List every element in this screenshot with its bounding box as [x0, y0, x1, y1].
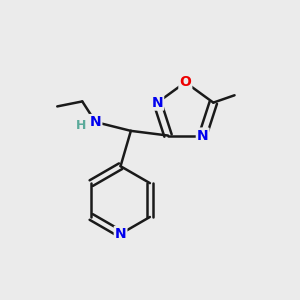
Text: N: N — [115, 227, 126, 241]
Text: N: N — [90, 115, 101, 129]
Text: N: N — [197, 128, 208, 142]
Text: H: H — [76, 119, 87, 132]
Text: N: N — [152, 96, 163, 110]
Text: O: O — [179, 75, 191, 89]
